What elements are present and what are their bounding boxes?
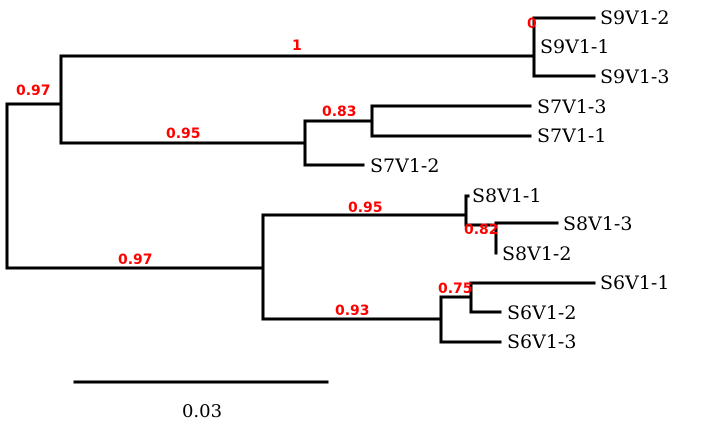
support-value-s7-inner: 0.83 <box>322 104 357 120</box>
support-value-s6-inner: 0.75 <box>438 281 473 297</box>
scale-bar-label: 0.03 <box>182 401 222 422</box>
support-value-s9-clade: 1 <box>292 38 302 54</box>
support-value-s8-inner: 0.82 <box>464 222 499 238</box>
support-value-root-lower: 0.97 <box>118 252 153 268</box>
leaf-label-s9v1-1: S9V1-1 <box>540 36 609 58</box>
support-value-root-upper: 0.97 <box>16 83 51 99</box>
leaf-label-s7v1-2: S7V1-2 <box>370 155 439 177</box>
scale-bar: 0.03 <box>73 380 329 422</box>
leaf-label-s8v1-3: S8V1-3 <box>563 213 632 235</box>
leaf-labels: S9V1-2 S9V1-1 S9V1-3 S7V1-3 S7V1-1 S7V1-… <box>370 7 669 353</box>
leaf-label-s7v1-1: S7V1-1 <box>537 125 606 147</box>
tree-branches <box>5 16 596 344</box>
support-value-s9-internal: 0 <box>527 16 537 32</box>
leaf-label-s6v1-2: S6V1-2 <box>507 302 576 324</box>
leaf-label-s6v1-1: S6V1-1 <box>600 272 669 294</box>
support-value-s6-clade: 0.93 <box>335 303 370 319</box>
leaf-label-s6v1-3: S6V1-3 <box>507 331 576 353</box>
support-value-s7-clade: 0.95 <box>166 126 201 142</box>
support-value-s8-clade: 0.95 <box>348 200 383 216</box>
support-values: 0.97 1 0 0.95 0.83 0.97 0.95 0.82 0.93 0… <box>16 16 537 319</box>
leaf-label-s8v1-1: S8V1-1 <box>472 185 541 207</box>
leaf-label-s8v1-2: S8V1-2 <box>502 243 571 265</box>
leaf-label-s9v1-3: S9V1-3 <box>600 66 669 88</box>
leaf-label-s7v1-3: S7V1-3 <box>537 96 606 118</box>
leaf-label-s9v1-2: S9V1-2 <box>600 7 669 29</box>
